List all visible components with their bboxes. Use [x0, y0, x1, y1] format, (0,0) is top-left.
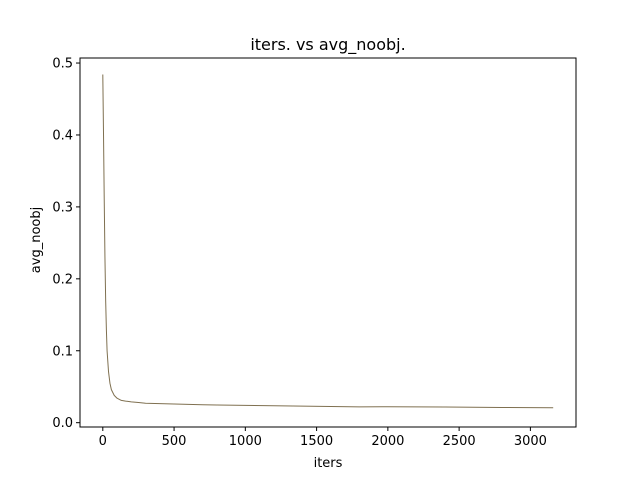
y-tick-label: 0.5	[52, 57, 73, 72]
y-tick-label: 0.1	[52, 344, 73, 359]
x-tick-label: 2500	[443, 434, 476, 449]
x-axis-label: iters	[314, 456, 343, 471]
series-line-0	[102, 74, 554, 409]
plot-area: 0 500 1000 1500 2000 2500 3000 0.0 0.1 0.2 0.3 0.4 0…	[52, 57, 577, 449]
y-tick-label: 0.2	[52, 272, 73, 287]
x-tick-label: 500	[162, 434, 187, 449]
axes-frame	[79, 57, 577, 428]
x-tick-label: 0	[99, 434, 107, 449]
y-tick-label: 0.4	[52, 128, 73, 143]
x-tick-label: 1000	[229, 434, 262, 449]
y-axis-label: avg_noobj	[29, 207, 44, 273]
chart-title: iters. vs avg_noobj.	[250, 35, 405, 55]
x-tick-label: 2000	[371, 434, 404, 449]
x-tick-label: 1500	[300, 434, 333, 449]
x-tick-label: 3000	[514, 434, 547, 449]
y-tick-label: 0.3	[52, 200, 73, 215]
y-tick-label: 0.0	[52, 416, 73, 431]
